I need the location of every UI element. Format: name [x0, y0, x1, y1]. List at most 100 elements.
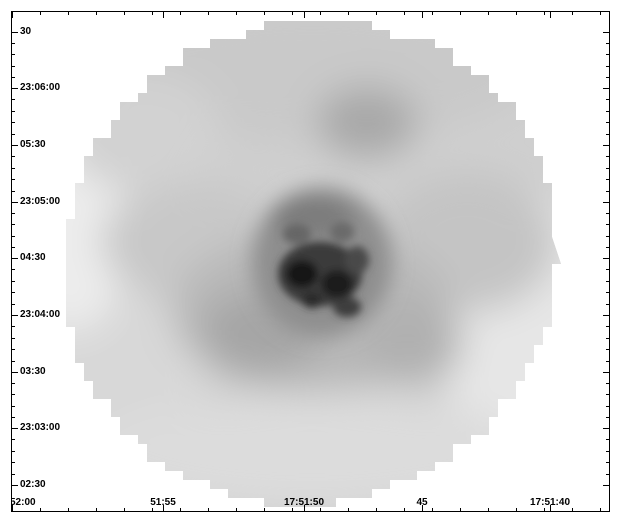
y-major-tick — [12, 485, 18, 486]
y-minor-tick — [606, 213, 609, 214]
y-minor-tick — [606, 349, 609, 350]
y-minor-tick — [12, 99, 15, 100]
x-minor-tick — [12, 12, 13, 15]
sky-image — [66, 21, 561, 507]
y-minor-tick — [12, 224, 15, 225]
x-minor-tick — [432, 508, 433, 511]
x-minor-tick — [68, 508, 69, 511]
y-minor-tick — [12, 338, 15, 339]
y-minor-tick — [12, 474, 15, 475]
y-minor-tick — [606, 122, 609, 123]
y-minor-tick — [606, 99, 609, 100]
y-minor-tick — [606, 156, 609, 157]
x-minor-tick — [572, 508, 573, 511]
y-minor-tick — [606, 451, 609, 452]
x-minor-tick — [124, 12, 125, 15]
x-major-tick — [12, 12, 13, 18]
y-minor-tick — [606, 417, 609, 418]
y-minor-tick — [12, 326, 15, 327]
y-minor-tick — [12, 66, 15, 67]
x-minor-tick — [320, 508, 321, 511]
x-minor-tick — [376, 12, 377, 15]
x-tick-label: 45 — [416, 497, 428, 508]
x-minor-tick — [348, 12, 349, 15]
y-major-tick — [603, 88, 609, 89]
y-minor-tick — [12, 122, 15, 123]
y-major-tick — [603, 202, 609, 203]
y-tick-label: 04:30 — [20, 252, 46, 263]
y-minor-tick — [606, 77, 609, 78]
x-minor-tick — [544, 508, 545, 511]
x-minor-tick — [124, 508, 125, 511]
x-minor-tick — [152, 508, 153, 511]
x-major-tick — [422, 505, 423, 511]
y-minor-tick — [606, 111, 609, 112]
x-minor-tick — [460, 12, 461, 15]
y-minor-tick — [606, 134, 609, 135]
y-tick-label: 23:06:00 — [20, 82, 61, 93]
y-major-tick — [603, 485, 609, 486]
y-minor-tick — [12, 417, 15, 418]
x-minor-tick — [40, 508, 41, 511]
x-minor-tick — [292, 12, 293, 15]
x-minor-tick — [432, 12, 433, 15]
x-minor-tick — [264, 12, 265, 15]
y-minor-tick — [12, 111, 15, 112]
y-minor-tick — [12, 179, 15, 180]
y-minor-tick — [12, 191, 15, 192]
x-minor-tick — [348, 508, 349, 511]
y-minor-tick — [12, 361, 15, 362]
y-minor-tick — [12, 462, 15, 463]
x-minor-tick — [488, 12, 489, 15]
x-minor-tick — [208, 508, 209, 511]
y-major-tick — [12, 315, 18, 316]
y-minor-tick — [12, 77, 15, 78]
x-minor-tick — [180, 12, 181, 15]
y-major-tick — [12, 32, 18, 33]
x-minor-tick — [544, 12, 545, 15]
y-tick-label: 02:30 — [20, 479, 46, 490]
y-minor-tick — [12, 383, 15, 384]
y-minor-tick — [12, 304, 15, 305]
y-minor-tick — [12, 43, 15, 44]
y-minor-tick — [12, 156, 15, 157]
x-major-tick — [550, 505, 551, 511]
y-minor-tick — [606, 236, 609, 237]
x-minor-tick — [488, 508, 489, 511]
y-major-tick — [12, 202, 18, 203]
y-major-tick — [603, 372, 609, 373]
y-tick-label: 23:05:00 — [20, 196, 61, 207]
y-minor-tick — [606, 247, 609, 248]
x-minor-tick — [68, 12, 69, 15]
x-tick-label: 17:51:50 — [283, 497, 325, 508]
y-minor-tick — [12, 439, 15, 440]
x-minor-tick — [264, 508, 265, 511]
x-minor-tick — [320, 12, 321, 15]
y-minor-tick — [12, 247, 15, 248]
x-tick-label: 17:51:40 — [529, 497, 571, 508]
y-minor-tick — [12, 213, 15, 214]
x-major-tick — [163, 12, 164, 18]
x-major-tick — [550, 12, 551, 18]
y-major-tick — [603, 428, 609, 429]
y-major-tick — [603, 258, 609, 259]
x-minor-tick — [516, 12, 517, 15]
y-minor-tick — [12, 269, 15, 270]
x-minor-tick — [236, 508, 237, 511]
y-minor-tick — [606, 338, 609, 339]
y-minor-tick — [606, 439, 609, 440]
y-minor-tick — [12, 349, 15, 350]
y-minor-tick — [606, 361, 609, 362]
y-minor-tick — [606, 269, 609, 270]
y-minor-tick — [606, 406, 609, 407]
image-frame: 30 23:06:00 05:30 23:05:00 04:30 23:04:0… — [11, 11, 610, 512]
x-major-tick — [422, 12, 423, 18]
x-minor-tick — [40, 12, 41, 15]
x-minor-tick — [516, 508, 517, 511]
y-tick-label: 03:30 — [20, 366, 46, 377]
y-major-tick — [12, 428, 18, 429]
y-minor-tick — [606, 281, 609, 282]
y-tick-label: 05:30 — [20, 139, 46, 150]
x-minor-tick — [600, 508, 601, 511]
x-tick-label: 52:00 — [11, 497, 36, 508]
